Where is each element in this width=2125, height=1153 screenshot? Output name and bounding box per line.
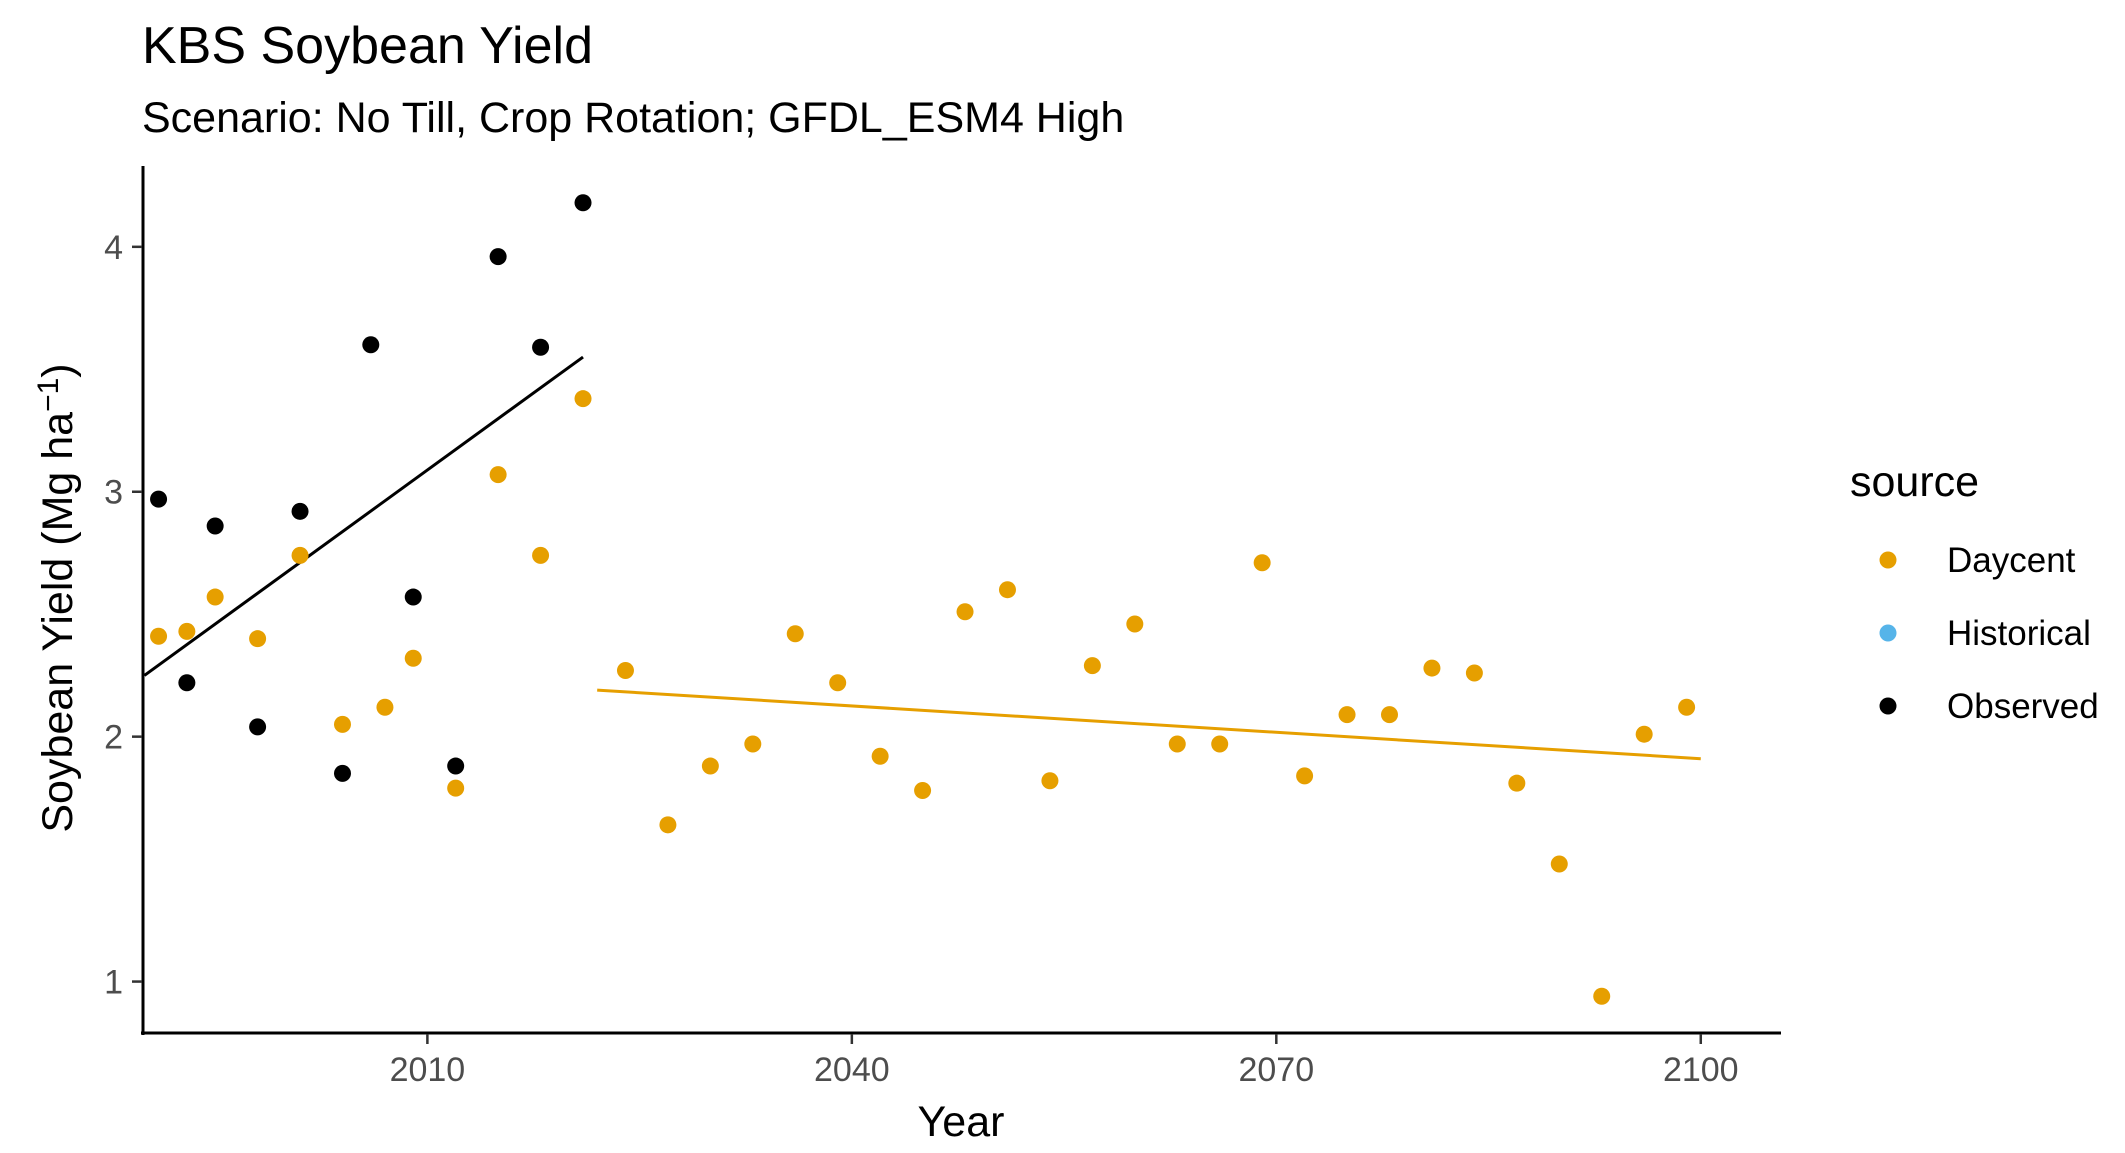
data-point-daycent	[1508, 774, 1526, 792]
data-point-daycent	[1211, 735, 1229, 753]
data-point-daycent	[616, 662, 634, 680]
data-point-daycent	[1678, 698, 1696, 716]
data-point-daycent	[489, 466, 507, 484]
plot-area	[143, 194, 1701, 1005]
data-point-daycent	[1423, 659, 1441, 677]
y-axis-ticks: 1 2 3 4	[104, 229, 142, 1002]
y-axis-title: Soybean Yield (Mg ha−1)	[32, 363, 82, 832]
data-point-daycent	[786, 625, 804, 643]
data-point-observed	[178, 674, 196, 692]
data-point-daycent	[1296, 767, 1314, 785]
data-point-daycent	[178, 622, 196, 640]
data-point-daycent	[1126, 615, 1144, 633]
data-point-observed	[447, 757, 465, 775]
data-point-daycent	[1253, 554, 1271, 572]
x-axis-title: Year	[918, 1098, 1005, 1146]
trend-line-observed	[143, 355, 584, 677]
y-axis-title-close: )	[34, 363, 82, 377]
data-point-daycent	[1168, 735, 1186, 753]
trend-line-daycent	[597, 688, 1701, 761]
legend-label-historical: Historical	[1947, 614, 2091, 653]
chart-title: KBS Soybean Yield	[142, 17, 593, 75]
y-axis-title-exponent: −1	[32, 378, 65, 412]
series-observed	[150, 194, 592, 782]
data-point-daycent	[1380, 706, 1398, 724]
data-point-daycent	[829, 674, 847, 692]
legend-label-observed: Observed	[1947, 687, 2099, 726]
x-tick-label: 2010	[390, 1051, 466, 1089]
data-point-observed	[362, 336, 380, 354]
x-tick-label: 2040	[814, 1051, 890, 1089]
data-point-daycent	[447, 779, 465, 797]
data-point-daycent	[659, 816, 677, 834]
y-tick-label: 4	[104, 229, 123, 267]
data-point-daycent	[1550, 855, 1568, 873]
x-tick-label: 2100	[1663, 1051, 1739, 1089]
data-point-daycent	[701, 757, 719, 775]
series-daycent	[150, 390, 1696, 1005]
data-point-observed	[249, 718, 267, 736]
legend-label-daycent: Daycent	[1947, 541, 2076, 580]
data-point-observed	[489, 248, 507, 266]
data-point-daycent	[744, 735, 762, 753]
y-axis-title-main: Soybean Yield (Mg ha	[34, 412, 82, 833]
data-point-observed	[574, 194, 592, 212]
data-point-daycent	[1083, 657, 1101, 675]
data-point-observed	[206, 517, 224, 535]
data-point-daycent	[871, 747, 889, 765]
data-point-daycent	[249, 630, 267, 648]
data-point-daycent	[956, 603, 974, 621]
data-point-daycent	[404, 649, 422, 667]
data-point-daycent	[1465, 664, 1483, 682]
data-point-observed	[404, 588, 422, 606]
y-tick-label: 2	[104, 719, 123, 757]
legend-key-historical	[1879, 624, 1897, 642]
data-point-daycent	[291, 546, 309, 564]
data-point-daycent	[574, 390, 592, 408]
legend: source Daycent Historical Observed	[1850, 458, 2099, 726]
y-tick-label: 1	[104, 964, 123, 1002]
legend-key-observed	[1879, 697, 1897, 715]
data-point-daycent	[998, 581, 1016, 599]
x-tick-label: 2070	[1238, 1051, 1314, 1089]
data-point-daycent	[532, 546, 550, 564]
x-axis-ticks: 2010 2040 2070 2100	[390, 1034, 1739, 1089]
legend-key-daycent	[1879, 551, 1897, 569]
data-point-observed	[333, 764, 351, 782]
data-point-observed	[150, 490, 168, 508]
data-point-daycent	[1593, 987, 1611, 1005]
data-point-daycent	[914, 782, 932, 800]
y-tick-label: 3	[104, 474, 123, 512]
data-point-daycent	[1041, 772, 1059, 790]
data-point-observed	[291, 502, 309, 520]
chart-subtitle: Scenario: No Till, Crop Rotation; GFDL_E…	[142, 94, 1124, 142]
data-point-daycent	[150, 627, 168, 645]
legend-title: source	[1850, 458, 1979, 506]
data-point-daycent	[206, 588, 224, 606]
data-point-daycent	[1338, 706, 1356, 724]
data-point-observed	[532, 338, 550, 356]
data-point-daycent	[1635, 725, 1653, 743]
data-point-daycent	[333, 715, 351, 733]
data-point-daycent	[376, 698, 394, 716]
